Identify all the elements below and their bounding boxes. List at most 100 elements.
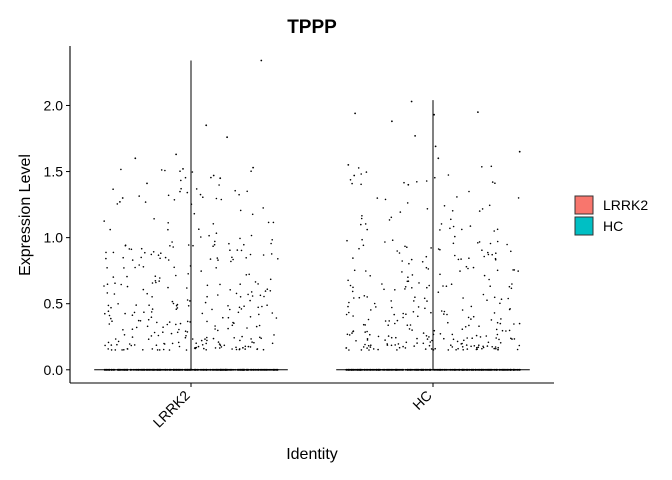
data-point <box>472 368 474 371</box>
data-point <box>413 300 415 302</box>
data-point <box>394 289 396 291</box>
data-point <box>414 368 417 371</box>
data-point <box>235 346 237 349</box>
data-point <box>454 254 456 257</box>
data-point <box>390 300 393 302</box>
data-point <box>159 368 162 371</box>
data-point <box>146 325 149 328</box>
data-point <box>256 368 258 371</box>
data-point <box>120 168 122 171</box>
data-point <box>394 344 397 346</box>
data-point <box>401 271 403 273</box>
data-point <box>112 368 115 371</box>
data-point <box>415 368 418 371</box>
data-point <box>215 368 218 371</box>
data-point <box>134 266 136 269</box>
data-point <box>373 302 376 305</box>
data-point <box>151 296 153 298</box>
data-point <box>404 288 406 290</box>
data-point <box>205 368 208 371</box>
data-point <box>486 299 488 302</box>
data-point <box>234 368 237 371</box>
data-point <box>104 312 106 315</box>
data-point <box>433 113 435 116</box>
data-point <box>111 320 113 323</box>
data-point <box>390 344 393 347</box>
data-point <box>106 292 109 294</box>
data-point <box>131 328 134 331</box>
data-point <box>512 269 514 271</box>
data-point <box>172 246 174 248</box>
data-point <box>362 244 365 247</box>
data-point <box>201 368 203 371</box>
data-point <box>468 324 470 327</box>
data-point <box>206 320 208 323</box>
data-point <box>204 338 206 340</box>
data-point <box>412 368 414 371</box>
data-point <box>507 368 510 371</box>
data-point <box>144 201 147 203</box>
data-point <box>270 368 273 371</box>
data-point <box>217 259 219 261</box>
data-point <box>266 304 268 307</box>
legend-label: LRRK2 <box>603 197 648 213</box>
data-point <box>491 253 494 256</box>
data-point <box>157 254 160 256</box>
y-tick-label: 1.0 <box>44 230 64 246</box>
data-point <box>391 306 393 309</box>
data-point <box>247 293 249 296</box>
data-point <box>379 368 381 371</box>
data-point <box>273 334 275 336</box>
data-point <box>155 368 158 371</box>
data-point <box>243 368 246 371</box>
data-point <box>206 339 208 342</box>
data-point <box>246 190 248 193</box>
data-point <box>481 249 483 251</box>
data-point <box>271 239 274 241</box>
data-point <box>487 341 490 344</box>
data-point <box>402 312 405 315</box>
data-point <box>377 348 379 351</box>
data-point <box>201 344 204 346</box>
data-point <box>375 306 377 308</box>
data-point <box>506 243 508 246</box>
data-point <box>472 315 475 318</box>
data-point <box>483 255 486 258</box>
data-point <box>353 174 356 177</box>
data-point <box>444 368 446 371</box>
data-point <box>239 296 242 298</box>
data-point <box>186 287 188 289</box>
data-point <box>470 318 472 320</box>
data-point <box>490 319 493 321</box>
data-point <box>461 309 464 311</box>
data-point <box>131 314 134 317</box>
data-point <box>352 257 354 259</box>
data-point <box>122 256 124 259</box>
data-point <box>218 343 221 345</box>
data-point <box>128 343 131 345</box>
data-point <box>426 368 429 371</box>
data-point <box>227 305 229 307</box>
data-point <box>360 349 363 351</box>
data-point <box>142 288 145 291</box>
data-point <box>432 333 435 336</box>
data-point <box>196 368 199 371</box>
data-point <box>238 193 240 196</box>
data-point <box>218 347 221 349</box>
data-point <box>360 217 363 220</box>
data-point <box>276 368 278 371</box>
data-point <box>131 259 134 261</box>
data-point <box>466 337 469 339</box>
data-point <box>108 323 111 325</box>
data-point <box>218 184 220 186</box>
data-point <box>447 321 449 324</box>
data-point <box>482 345 484 348</box>
data-point <box>167 286 169 289</box>
data-point <box>160 252 162 254</box>
data-point <box>467 316 470 319</box>
data-point <box>491 346 494 348</box>
data-point <box>495 337 498 339</box>
data-point <box>117 340 120 343</box>
data-point <box>256 348 259 350</box>
data-point <box>172 302 175 305</box>
